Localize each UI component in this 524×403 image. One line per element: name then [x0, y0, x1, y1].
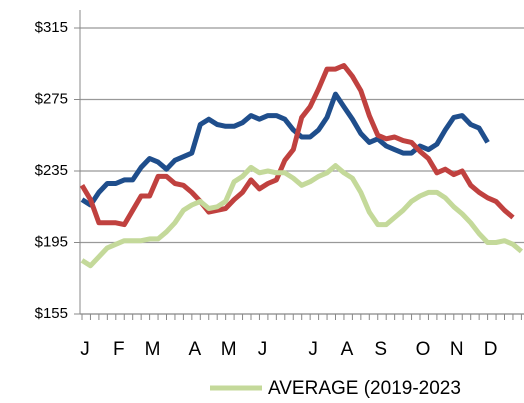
x-tick-label: J [258, 339, 268, 360]
y-tick-label: $195 [35, 233, 68, 250]
y-tick-label: $235 [35, 162, 68, 179]
series-line [80, 91, 490, 208]
x-tick-label: F [113, 339, 125, 360]
x-tick-label: A [341, 339, 354, 360]
y-tick-label: $315 [35, 19, 68, 36]
x-tick-label: D [484, 339, 498, 360]
x-tick-label: S [374, 339, 387, 360]
x-tick-label: M [145, 339, 161, 360]
y-tick-label: $275 [35, 90, 68, 107]
x-tick-label: J [308, 339, 318, 360]
series-line [79, 63, 515, 228]
x-tick-label: J [80, 339, 90, 360]
x-tick-label: N [450, 339, 464, 360]
y-tick-label: $155 [35, 305, 68, 322]
x-tick-label: M [221, 339, 237, 360]
legend-label: AVERAGE (2019-2023 [268, 378, 461, 399]
series-line [80, 163, 524, 269]
x-tick-label: A [189, 339, 202, 360]
x-tick-label: O [416, 339, 431, 360]
